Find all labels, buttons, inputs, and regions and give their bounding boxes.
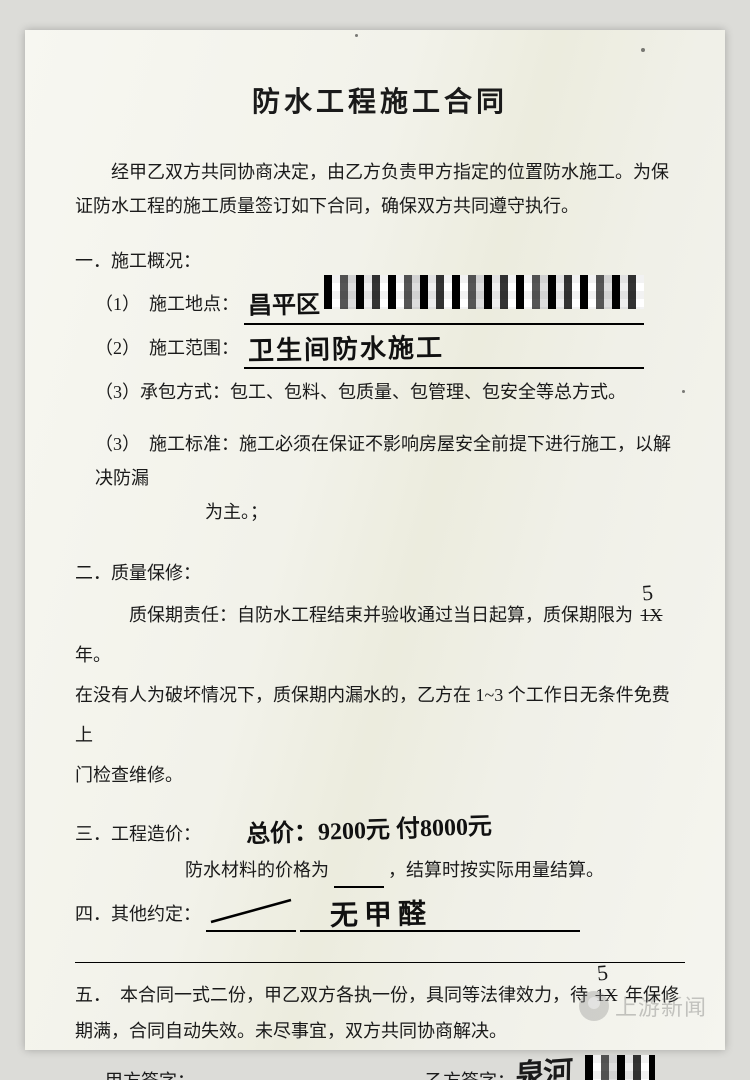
dust-speck (641, 48, 645, 52)
section-4-block: 四．其他约定： 无甲醛 (75, 896, 685, 932)
item-scope-label: （2） 施工范围： (95, 338, 239, 358)
item-standard-line2: 为主。； (205, 502, 268, 522)
price-line-pre: 防水材料的价格为 (185, 860, 329, 880)
document-page: 防水工程施工合同 经甲乙双方共同协商决定，由乙方负责甲方指定的位置防水施工。为保… (25, 30, 725, 1050)
price-handwritten: 总价：9200元 付8000元 (245, 809, 492, 854)
section-4-heading: 四．其他约定： (75, 904, 201, 924)
warranty-block: 质保期责任：自防水工程结束并验收通过当日起算，质保期限为 1X 5 年。 在没有… (75, 595, 685, 795)
location-censor (324, 283, 644, 325)
item-standard: （3） 施工标准：施工必须在保证不影响房屋安全前提下进行施工，以解决防漏 为主。… (95, 427, 685, 529)
item-location-handwritten: 昌平区 (247, 284, 320, 327)
signature-row: 甲方签字： 乙方签字： 泉河 2023年 7月4日 (75, 1063, 685, 1080)
warranty-years-unit: 年。 (75, 645, 111, 665)
section-2-heading: 二．质量保修： (75, 555, 685, 591)
intro-paragraph: 经甲乙双方共同协商决定，由乙方负责甲方指定的位置防水施工。为保证防水工程的施工质… (75, 155, 685, 223)
party-b-signature: 泉河 (515, 1055, 571, 1080)
section-3-block: 三．工程造价： 总价：9200元 付8000元 防水材料的价格为 ，结算时按实际… (75, 815, 685, 888)
item-location: （1） 施工地点： 昌平区 (95, 283, 685, 325)
section-5-heading: 五． 本合同一式二份，甲乙双方各执一份，具同等法律效力，待 (75, 985, 593, 1005)
warranty-line3: 门检查维修。 (75, 765, 183, 785)
party-b-label: 乙方签字： (425, 1063, 515, 1080)
item-contract-mode: （3）承包方式：包工、包料、包质量、包管理、包安全等总方式。 (95, 371, 685, 413)
item-scope-handwritten: 卫生间防水施工 (247, 327, 444, 372)
item-standard-line1: （3） 施工标准：施工必须在保证不影响房屋安全前提下进行施工，以解决防漏 (95, 434, 671, 488)
warranty-line1a: 质保期责任：自防水工程结束并验收通过当日起算，质保期限为 (75, 605, 638, 625)
section-1-heading: 一．施工概况： (75, 243, 685, 279)
party-a-label: 甲方签字： (105, 1071, 195, 1080)
item-scope: （2） 施工范围： 卫生间防水施工 (95, 327, 685, 369)
contract-title: 防水工程施工合同 (75, 80, 685, 120)
other-hand: 无甲醛 (330, 897, 433, 935)
sig-censor-1 (585, 1063, 655, 1080)
dust-speck (355, 34, 358, 37)
divider-line (75, 962, 685, 963)
warranty-orig-years: 1X 5 (638, 595, 666, 635)
watermark-logo-icon (579, 991, 609, 1021)
price-line-post: ，结算时按实际用量结算。 (388, 860, 604, 880)
dust-speck (682, 390, 685, 393)
warranty-line2: 在没有人为破坏情况下，质保期内漏水的，乙方在 1~3 个工作日无条件免费上 (75, 685, 670, 745)
watermark: 上游新闻 (579, 990, 707, 1022)
watermark-text: 上游新闻 (615, 990, 707, 1022)
item-location-label: （1） 施工地点： (95, 294, 239, 314)
slash-mark-icon (206, 894, 296, 928)
section-3-heading: 三．工程造价： (75, 824, 201, 844)
